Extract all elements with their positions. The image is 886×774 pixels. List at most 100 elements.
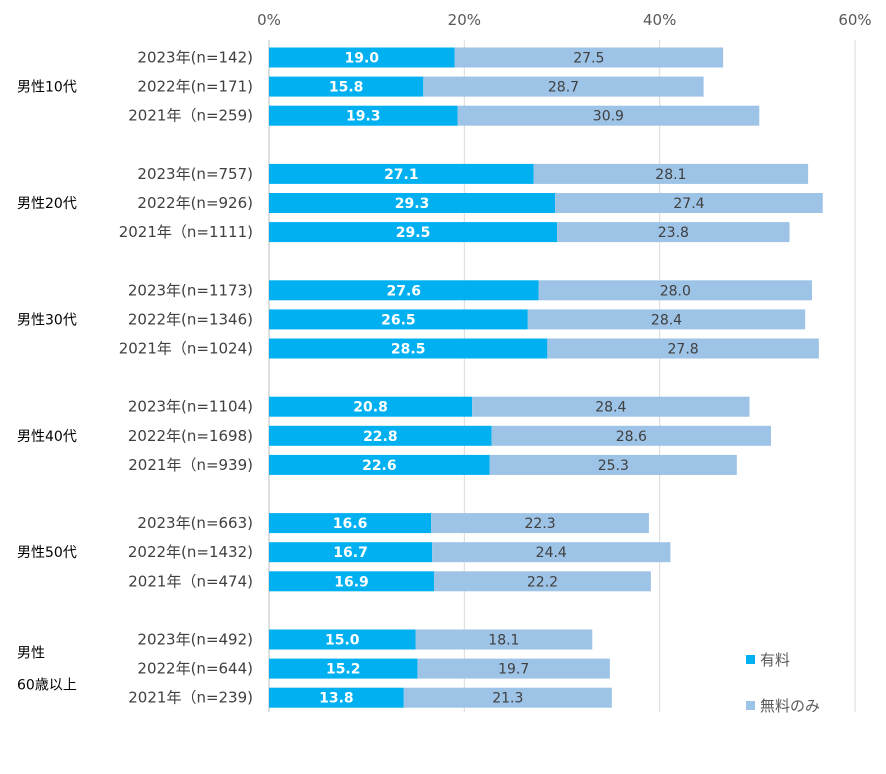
value-label-paid: 19.3 xyxy=(346,109,381,125)
value-label-free: 28.7 xyxy=(548,80,579,96)
bar-free xyxy=(403,687,612,708)
row-label: 2021年（n=474) xyxy=(128,572,253,590)
x-tick-label: 0% xyxy=(257,11,281,29)
bar-paid xyxy=(269,687,404,708)
row-label: 2022年(n=1698) xyxy=(128,427,253,445)
row-label: 2022年(n=1432) xyxy=(128,543,253,561)
value-label-free: 27.5 xyxy=(573,51,604,67)
value-label-paid: 22.6 xyxy=(362,458,397,474)
value-label-paid: 16.6 xyxy=(333,516,368,532)
row-label: 2023年(n=1104) xyxy=(128,398,253,416)
value-label-free: 22.2 xyxy=(527,574,558,590)
value-label-free: 25.3 xyxy=(598,458,629,474)
bar-free xyxy=(434,571,651,592)
value-label-free: 28.1 xyxy=(655,167,686,183)
row-label: 2021年（n=1111) xyxy=(119,223,253,241)
value-label-free: 27.8 xyxy=(668,342,699,358)
bar-paid xyxy=(269,309,528,330)
bar-free xyxy=(489,454,737,475)
bar-paid xyxy=(269,222,558,243)
bar-paid xyxy=(269,163,534,184)
legend-label-paid: 有料 xyxy=(760,651,790,669)
bar-paid xyxy=(269,629,416,650)
row-label: 2023年(n=663) xyxy=(137,514,253,532)
row-label: 2021年（n=239) xyxy=(128,689,253,707)
value-label-paid: 29.5 xyxy=(396,225,431,241)
value-label-free: 19.7 xyxy=(498,662,529,678)
x-axis-ticks: 0% 20% 40% 60% xyxy=(257,11,872,29)
bar-free xyxy=(417,658,610,679)
bar-free xyxy=(555,193,823,213)
row-label: 2022年(n=1346) xyxy=(128,310,253,328)
value-label-paid: 20.8 xyxy=(353,400,388,416)
bar-paid xyxy=(269,542,433,563)
value-label-free: 30.9 xyxy=(593,109,624,125)
bar-paid xyxy=(269,513,432,534)
value-label-paid: 26.5 xyxy=(381,312,416,328)
value-label-free: 28.4 xyxy=(595,400,626,416)
row-label: 2023年(n=1173) xyxy=(128,281,253,299)
bar-free xyxy=(423,76,704,97)
row-labels: 2023年(n=142) 2022年(n=171) 2021年（n=259) 男性10… xyxy=(17,49,253,707)
bars: 19.0 27.5 15.8 28.7 19.3 30.9 27.1 28.1 29.3 27.4… xyxy=(269,47,823,708)
value-label-paid: 29.3 xyxy=(395,196,430,212)
group-label: 60歳以上 xyxy=(17,678,77,694)
bar-paid xyxy=(269,338,548,359)
x-tick-label: 20% xyxy=(448,11,481,29)
legend-label-free: 無料のみ xyxy=(760,697,820,715)
bar-paid xyxy=(269,396,473,417)
value-label-free: 18.1 xyxy=(488,633,519,649)
bar-free xyxy=(547,338,819,359)
group-label: 男性30代 xyxy=(17,312,77,328)
row-label: 2022年(n=171) xyxy=(137,78,253,96)
x-tick-label: 40% xyxy=(643,11,676,29)
bar-paid xyxy=(269,280,539,301)
value-label-paid: 19.0 xyxy=(345,51,380,67)
group-label: 男性20代 xyxy=(17,196,77,212)
row-label: 2023年(n=492) xyxy=(137,631,253,649)
group-label: 男性 xyxy=(17,646,45,662)
value-label-free: 28.0 xyxy=(660,283,691,299)
value-label-free: 27.4 xyxy=(673,196,704,212)
row-label: 2022年(n=644) xyxy=(137,660,253,678)
bar-free xyxy=(557,222,790,243)
value-label-free: 21.3 xyxy=(492,691,523,707)
value-label-paid: 27.1 xyxy=(384,167,419,183)
bar-free xyxy=(415,629,593,650)
bar-free xyxy=(432,542,671,563)
bar-free xyxy=(457,105,760,126)
bar-paid xyxy=(269,105,458,126)
value-label-free: 23.8 xyxy=(658,225,689,241)
row-label: 2023年(n=142) xyxy=(137,49,253,67)
bar-paid xyxy=(269,571,435,592)
row-label: 2021年（n=939) xyxy=(128,456,253,474)
bar-paid xyxy=(269,425,492,446)
row-label: 2021年（n=259) xyxy=(128,107,253,125)
legend-swatch-free xyxy=(746,701,755,710)
legend-swatch-paid xyxy=(746,655,755,664)
group-label: 男性40代 xyxy=(17,429,77,445)
value-label-paid: 15.2 xyxy=(326,662,361,678)
value-label-free: 22.3 xyxy=(524,516,555,532)
bar-paid xyxy=(269,658,418,679)
value-label-paid: 22.8 xyxy=(363,429,398,445)
bar-paid xyxy=(269,47,455,68)
group-label: 男性10代 xyxy=(17,80,77,96)
grid-layer xyxy=(268,40,856,712)
bar-paid xyxy=(269,76,424,97)
row-label: 2023年(n=757) xyxy=(137,165,253,183)
value-label-paid: 28.5 xyxy=(391,342,426,358)
value-label-paid: 16.7 xyxy=(333,545,368,561)
bar-paid xyxy=(269,193,556,213)
bar-paid xyxy=(269,454,490,475)
bar-free xyxy=(472,396,750,417)
value-label-free: 28.6 xyxy=(616,429,647,445)
row-label: 2021年（n=1024) xyxy=(119,340,253,358)
value-label-free: 28.4 xyxy=(651,312,682,328)
bar-free xyxy=(538,280,813,301)
value-label-paid: 16.9 xyxy=(334,574,369,590)
group-label: 男性50代 xyxy=(17,545,77,561)
value-label-paid: 13.8 xyxy=(319,691,354,707)
value-label-paid: 27.6 xyxy=(387,283,422,299)
